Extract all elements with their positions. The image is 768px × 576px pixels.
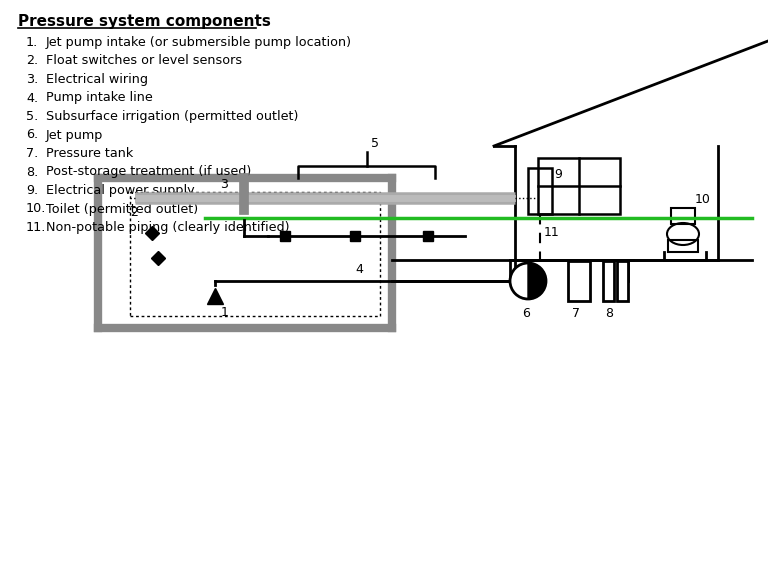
Text: Electrical wiring: Electrical wiring	[46, 73, 148, 86]
Text: 11: 11	[544, 225, 560, 238]
Text: 8.: 8.	[26, 165, 38, 179]
Text: 3.: 3.	[26, 73, 38, 86]
Text: 9.: 9.	[26, 184, 38, 197]
Text: 7.: 7.	[26, 147, 38, 160]
Text: 5: 5	[372, 137, 379, 150]
Text: 11.: 11.	[26, 221, 46, 234]
Text: Pump intake line: Pump intake line	[46, 92, 153, 104]
Text: Post-storage treatment (if used): Post-storage treatment (if used)	[46, 165, 251, 179]
Text: Pressure tank: Pressure tank	[46, 147, 134, 160]
Text: Toilet (permitted outlet): Toilet (permitted outlet)	[46, 203, 198, 215]
Bar	[538, 158, 620, 214]
Bar	[617, 261, 628, 301]
Text: Float switches or level sensors: Float switches or level sensors	[46, 55, 242, 67]
Text: Non-potable piping (clearly identified): Non-potable piping (clearly identified)	[46, 221, 290, 234]
Polygon shape	[528, 263, 546, 299]
Circle shape	[510, 263, 546, 299]
Text: 8: 8	[605, 307, 613, 320]
Text: 4.: 4.	[26, 92, 38, 104]
Text: 1.: 1.	[26, 36, 38, 49]
Bar	[671, 208, 695, 224]
Bar	[603, 261, 614, 301]
Text: Subsurface irrigation (permitted outlet): Subsurface irrigation (permitted outlet)	[46, 110, 299, 123]
Text: Jet pump intake (or submersible pump location): Jet pump intake (or submersible pump loc…	[46, 36, 352, 49]
Text: Pressure system components: Pressure system components	[18, 14, 271, 29]
Text: 9: 9	[554, 168, 562, 181]
Bar	[130, 192, 380, 316]
Text: 4: 4	[355, 263, 362, 276]
Text: 3: 3	[220, 178, 228, 191]
Text: 5.: 5.	[26, 110, 38, 123]
Text: 2: 2	[130, 207, 138, 219]
Text: 10.: 10.	[26, 203, 46, 215]
Text: 1: 1	[221, 305, 229, 319]
Text: 10: 10	[695, 193, 711, 206]
Text: 6.: 6.	[26, 128, 38, 142]
Bar	[668, 240, 698, 252]
Bar	[528, 168, 552, 214]
Bar	[568, 261, 590, 301]
Text: 7: 7	[572, 307, 580, 320]
Text: 2.: 2.	[26, 55, 38, 67]
Text: Electrical power supply: Electrical power supply	[46, 184, 194, 197]
Text: Jet pump: Jet pump	[46, 128, 104, 142]
Text: 6: 6	[522, 307, 530, 320]
